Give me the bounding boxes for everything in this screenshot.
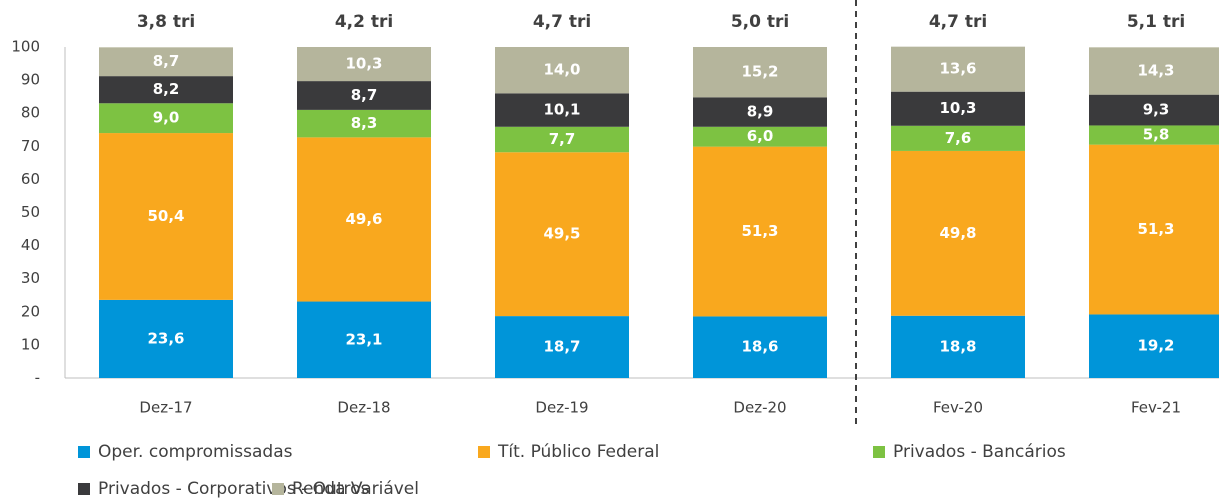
- y-tick-label: 40: [21, 236, 40, 254]
- value-label: 23,6: [147, 329, 184, 347]
- bar-segment: [495, 152, 629, 317]
- value-label: 50,4: [147, 207, 184, 225]
- x-tick-label: Dez-19: [535, 399, 588, 417]
- bar-segment: [693, 316, 827, 378]
- bar-segment: [1089, 144, 1219, 315]
- bar-segment: [99, 47, 233, 77]
- y-tick-label: -: [35, 369, 40, 387]
- bar-segment: [1089, 125, 1219, 145]
- x-tick-label: Fev-21: [1131, 399, 1181, 417]
- bar-segment: [693, 97, 827, 127]
- y-tick-label: 10: [21, 335, 40, 353]
- bar-segment: [693, 126, 827, 147]
- legend-label: Privados - Bancários: [893, 442, 1066, 462]
- bar-segment: [1089, 94, 1219, 126]
- bar-segment: [1089, 47, 1219, 95]
- legend-swatch: [478, 446, 490, 458]
- value-label: 6,0: [747, 127, 774, 145]
- value-label: 51,3: [1137, 220, 1174, 238]
- y-tick-label: 60: [21, 170, 40, 188]
- bar-segment: [297, 109, 431, 138]
- y-tick-label: 50: [21, 203, 40, 221]
- bar-segment: [891, 315, 1025, 378]
- value-label: 7,6: [945, 129, 972, 147]
- bar-segment: [99, 76, 233, 104]
- value-label: 9,3: [1143, 101, 1170, 119]
- legend-label: Tít. Público Federal: [497, 442, 659, 462]
- total-label: 4,7 tri: [533, 12, 591, 32]
- bar-segment: [99, 133, 233, 300]
- bar-segment: [99, 103, 233, 134]
- bar-segment: [495, 47, 629, 94]
- bar-segment: [297, 81, 431, 110]
- total-label: 5,0 tri: [731, 12, 789, 32]
- bar-segment: [891, 125, 1025, 151]
- value-label: 14,0: [543, 61, 580, 79]
- value-label: 18,8: [939, 337, 976, 355]
- y-tick-label: 90: [21, 71, 40, 89]
- x-tick-label: Dez-18: [337, 399, 390, 417]
- bar-segment: [891, 91, 1025, 126]
- value-label: 18,7: [543, 338, 580, 356]
- legend-swatch: [272, 483, 284, 495]
- legend-swatch: [873, 446, 885, 458]
- value-label: 8,2: [153, 80, 180, 98]
- bar-segment: [99, 299, 233, 378]
- bar-segment: [891, 150, 1025, 316]
- total-label: 3,8 tri: [137, 12, 195, 32]
- x-tick-label: Dez-17: [139, 399, 192, 417]
- legend-swatch: [78, 483, 90, 495]
- value-label: 49,5: [543, 225, 580, 243]
- legend-swatch: [78, 446, 90, 458]
- legend-label: Renda Variável: [292, 479, 419, 498]
- total-label: 4,2 tri: [335, 12, 393, 32]
- bar-segment: [693, 146, 827, 317]
- y-tick-label: 80: [21, 104, 40, 122]
- value-label: 15,2: [741, 63, 778, 81]
- value-label: 49,8: [939, 224, 976, 242]
- value-label: 49,6: [345, 210, 382, 228]
- bar-segment: [891, 46, 1025, 92]
- legend-label: Oper. compromissadas: [98, 442, 293, 462]
- value-label: 13,6: [939, 60, 976, 78]
- value-label: 8,7: [351, 86, 378, 104]
- value-label: 10,1: [543, 101, 580, 119]
- value-label: 8,7: [153, 52, 180, 70]
- value-label: 5,8: [1143, 126, 1170, 144]
- value-label: 10,3: [345, 55, 382, 73]
- y-tick-label: 30: [21, 269, 40, 287]
- bar-segment: [495, 126, 629, 153]
- bar-segment: [297, 137, 431, 302]
- value-label: 18,6: [741, 338, 778, 356]
- value-label: 7,7: [549, 130, 576, 148]
- y-tick-label: 20: [21, 302, 40, 320]
- bar-segment: [495, 93, 629, 127]
- bar-segment: [297, 47, 431, 82]
- value-label: 14,3: [1137, 61, 1174, 79]
- y-tick-label: 100: [11, 38, 40, 56]
- x-tick-label: Fev-20: [933, 399, 983, 417]
- bar-segment: [693, 47, 827, 98]
- value-label: 8,3: [351, 114, 378, 132]
- x-tick-label: Dez-20: [733, 399, 786, 417]
- value-label: 9,0: [153, 109, 180, 127]
- legend-label: Privados - Corporativos - Outros: [98, 479, 369, 498]
- y-tick-label: 70: [21, 137, 40, 155]
- value-label: 23,1: [345, 330, 382, 348]
- bar-segment: [1089, 314, 1219, 378]
- bar-segment: [297, 301, 431, 378]
- value-label: 51,3: [741, 222, 778, 240]
- total-label: 4,7 tri: [929, 12, 987, 32]
- value-label: 10,3: [939, 99, 976, 117]
- total-label: 5,1 tri: [1127, 12, 1185, 32]
- value-label: 19,2: [1137, 337, 1174, 355]
- value-label: 8,9: [747, 103, 774, 121]
- bar-segment: [495, 316, 629, 378]
